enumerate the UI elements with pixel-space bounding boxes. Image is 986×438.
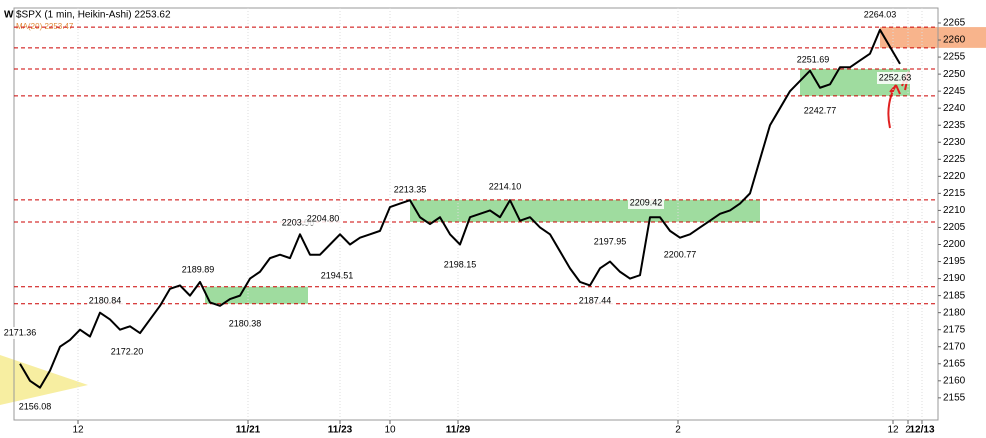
annotation-box bbox=[795, 54, 831, 66]
x-tick-label: 2 bbox=[905, 425, 911, 436]
annotation-box bbox=[227, 318, 263, 330]
annotation: 2204.80 bbox=[307, 213, 340, 223]
annotation: 2194.51 bbox=[321, 270, 354, 280]
annotation: 2209.42 bbox=[630, 197, 663, 207]
y-tick-label: 2265 bbox=[943, 18, 966, 29]
annotation: 2172.20 bbox=[111, 346, 144, 356]
y-tick-label: 2225 bbox=[943, 154, 966, 165]
x-tick-label: 11/29 bbox=[446, 425, 471, 436]
y-tick-label: 2260 bbox=[943, 35, 966, 46]
annotation: 2180.84 bbox=[89, 295, 122, 305]
annotation-box bbox=[802, 105, 838, 117]
y-tick-label: 2255 bbox=[943, 52, 966, 63]
plot-border bbox=[13, 7, 939, 421]
annotation-box bbox=[862, 9, 898, 21]
y-tick-label: 2240 bbox=[943, 103, 966, 114]
zone bbox=[410, 199, 760, 223]
y-tick-label: 2250 bbox=[943, 69, 966, 80]
annotation-box bbox=[577, 295, 613, 307]
annotation-box bbox=[109, 346, 145, 358]
x-tick-label: 12/13 bbox=[909, 425, 934, 436]
y-tick-label: 2190 bbox=[943, 273, 966, 284]
annotation-box bbox=[877, 72, 913, 84]
zone bbox=[880, 27, 986, 48]
y-tick-label: 2185 bbox=[943, 290, 966, 301]
x-tick-label: 11/21 bbox=[236, 425, 261, 436]
annotation-box bbox=[442, 259, 478, 271]
chart-title: $SPX (1 min, Heikin-Ashi) 2253.62 bbox=[16, 10, 171, 21]
annotation-box bbox=[592, 236, 628, 248]
annotation-box bbox=[487, 181, 523, 193]
annotation-box bbox=[662, 249, 698, 261]
logo: W bbox=[4, 10, 14, 21]
y-tick-label: 2235 bbox=[943, 120, 966, 131]
annotation: 2242.77 bbox=[804, 105, 837, 115]
y-tick-label: 2180 bbox=[943, 307, 966, 318]
annotation: 2171.36 bbox=[4, 327, 37, 337]
y-tick-label: 2245 bbox=[943, 86, 966, 97]
annotation: 2198.15 bbox=[444, 259, 477, 269]
y-tick-label: 2170 bbox=[943, 341, 966, 352]
annotation: 2156.08 bbox=[19, 401, 52, 411]
annotation: 2187.44 bbox=[579, 295, 612, 305]
annotation: 2213.35 bbox=[394, 184, 427, 194]
annotation: 2251.69 bbox=[797, 54, 830, 64]
y-tick-label: 2175 bbox=[943, 324, 966, 335]
y-tick-label: 2205 bbox=[943, 222, 966, 233]
annotation: 2252.63 bbox=[879, 72, 912, 82]
annotation: 2264.03 bbox=[864, 9, 897, 19]
annotation-box bbox=[305, 213, 341, 225]
x-tick-label: 10 bbox=[384, 425, 396, 436]
annotation: 2203.56 bbox=[282, 217, 315, 227]
y-tick-label: 2165 bbox=[943, 358, 966, 369]
x-tick-label: 12 bbox=[72, 425, 84, 436]
annotation: 2214.10 bbox=[489, 181, 522, 191]
y-tick-label: 2200 bbox=[943, 239, 966, 250]
y-tick-label: 2210 bbox=[943, 205, 966, 216]
annotation: 2189.89 bbox=[182, 264, 215, 274]
annotation-box bbox=[628, 197, 664, 209]
hand-drawn-arrow bbox=[887, 71, 910, 129]
y-tick-label: 2195 bbox=[943, 256, 966, 267]
y-tick-label: 2220 bbox=[943, 171, 966, 182]
y-tick-label: 2155 bbox=[943, 392, 966, 403]
annotation-box bbox=[87, 295, 123, 307]
price-line bbox=[19, 28, 901, 389]
annotation-box bbox=[2, 327, 38, 339]
y-tick-label: 2160 bbox=[943, 375, 966, 386]
annotation-box bbox=[319, 270, 355, 282]
x-tick-label: 12 bbox=[887, 425, 899, 436]
annotation-box bbox=[17, 401, 53, 413]
annotation: 2180.38 bbox=[229, 318, 262, 328]
y-tick-label: 2230 bbox=[943, 137, 966, 148]
x-tick-label: 2 bbox=[675, 425, 681, 436]
y-tick-label: 2215 bbox=[943, 188, 966, 199]
zone bbox=[205, 286, 308, 304]
annotation: 2197.95 bbox=[594, 236, 627, 246]
x-tick-label: 11/23 bbox=[328, 425, 353, 436]
annotation-box bbox=[392, 184, 428, 196]
annotation-box bbox=[180, 264, 216, 276]
annotation: 2200.77 bbox=[664, 249, 697, 259]
